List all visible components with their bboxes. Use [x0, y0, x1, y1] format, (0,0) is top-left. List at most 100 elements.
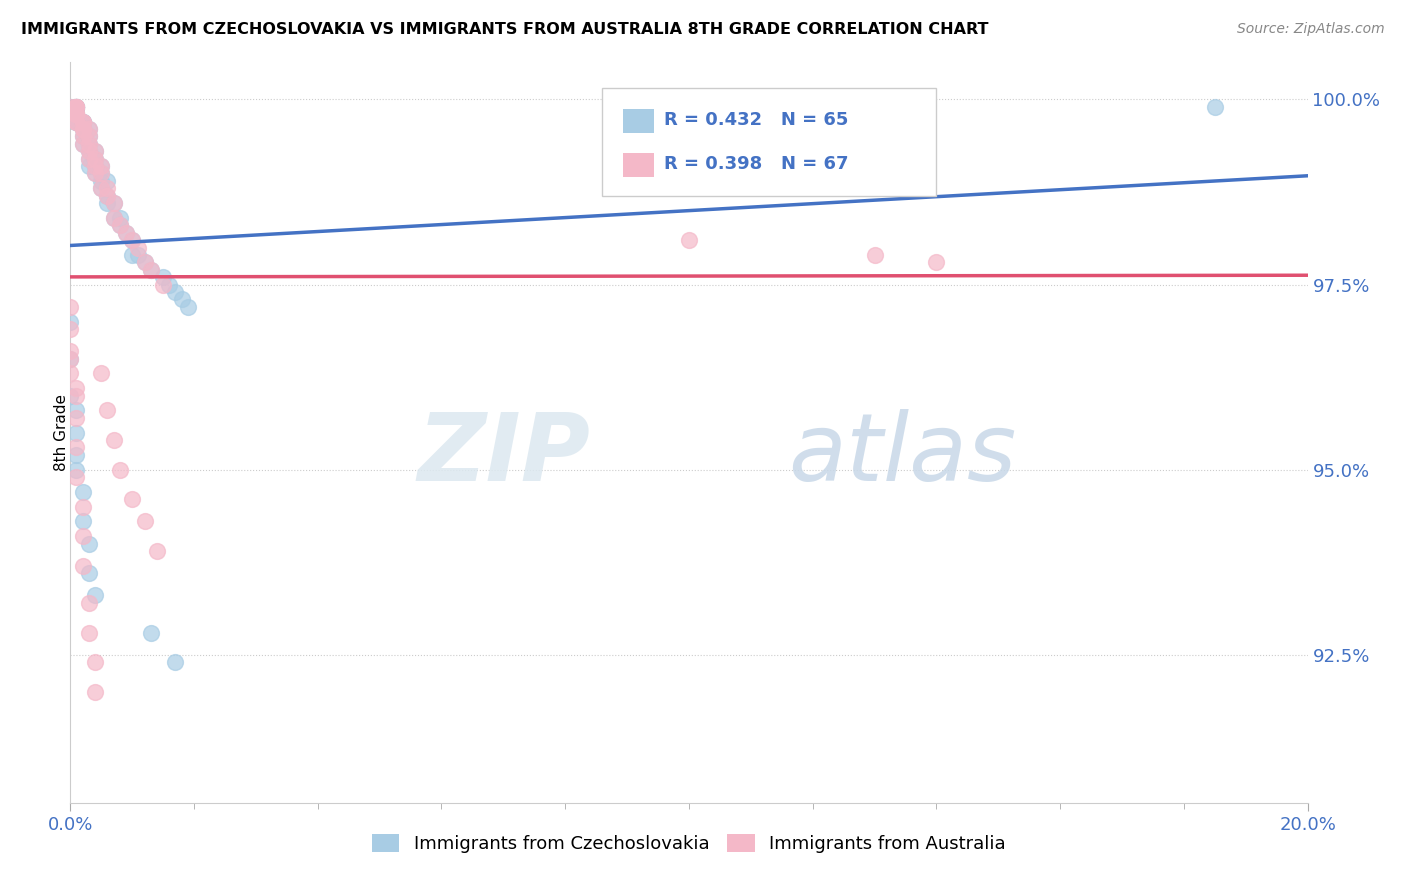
- Point: [72, 515, 94, 529]
- Point: [121, 233, 143, 247]
- Point: [90, 166, 112, 180]
- Point: [121, 233, 143, 247]
- Point: [65, 100, 87, 114]
- Point: [65, 381, 87, 395]
- Point: [90, 181, 112, 195]
- Point: [72, 129, 94, 144]
- Point: [96, 403, 118, 417]
- Point: [108, 219, 131, 233]
- Point: [65, 114, 87, 128]
- Point: [65, 388, 87, 402]
- Point: [65, 107, 87, 121]
- Point: [84, 152, 107, 166]
- Point: [65, 100, 87, 114]
- Point: [157, 277, 180, 292]
- Point: [84, 145, 107, 159]
- Point: [108, 219, 131, 233]
- Point: [59, 300, 82, 314]
- Point: [59, 351, 82, 366]
- Point: [90, 159, 112, 173]
- Point: [84, 152, 107, 166]
- Point: [72, 122, 94, 136]
- Point: [103, 196, 125, 211]
- Point: [84, 166, 107, 180]
- Point: [115, 226, 138, 240]
- Point: [72, 500, 94, 514]
- Point: [77, 145, 100, 159]
- Point: [84, 655, 107, 669]
- Point: [72, 136, 94, 151]
- Point: [77, 129, 100, 144]
- Point: [65, 448, 87, 462]
- Point: [152, 277, 174, 292]
- Point: [65, 462, 87, 476]
- Point: [65, 100, 87, 114]
- Point: [108, 211, 131, 225]
- Point: [77, 129, 100, 144]
- Point: [103, 433, 125, 447]
- Point: [77, 122, 100, 136]
- Text: R = 0.432   N = 65: R = 0.432 N = 65: [664, 111, 849, 129]
- FancyBboxPatch shape: [602, 88, 936, 195]
- Point: [77, 159, 100, 173]
- Point: [165, 285, 187, 299]
- Point: [77, 152, 100, 166]
- Point: [65, 100, 87, 114]
- Point: [65, 100, 87, 114]
- Point: [65, 107, 87, 121]
- Point: [72, 129, 94, 144]
- Point: [65, 107, 87, 121]
- Point: [77, 152, 100, 166]
- Text: atlas: atlas: [787, 409, 1017, 500]
- Point: [121, 248, 143, 262]
- Text: ZIP: ZIP: [418, 409, 591, 500]
- Point: [121, 492, 143, 507]
- Point: [72, 114, 94, 128]
- Point: [72, 114, 94, 128]
- Point: [65, 470, 87, 484]
- Point: [65, 441, 87, 455]
- Point: [65, 114, 87, 128]
- Point: [134, 255, 156, 269]
- Point: [65, 100, 87, 114]
- Point: [65, 114, 87, 128]
- Point: [146, 544, 169, 558]
- Point: [84, 159, 107, 173]
- Point: [72, 114, 94, 128]
- Point: [90, 159, 112, 173]
- Point: [65, 100, 87, 114]
- Point: [678, 233, 700, 247]
- Point: [72, 529, 94, 543]
- Point: [90, 166, 112, 180]
- Point: [72, 122, 94, 136]
- Point: [127, 248, 149, 262]
- Point: [96, 181, 118, 195]
- Point: [90, 367, 112, 381]
- Point: [65, 107, 87, 121]
- Point: [65, 114, 87, 128]
- Point: [72, 558, 94, 573]
- Point: [177, 300, 200, 314]
- Point: [84, 589, 107, 603]
- Point: [65, 114, 87, 128]
- Point: [103, 211, 125, 225]
- Point: [139, 262, 162, 277]
- Point: [65, 425, 87, 440]
- Point: [152, 270, 174, 285]
- Point: [59, 344, 82, 359]
- Point: [84, 166, 107, 180]
- Point: [77, 596, 100, 610]
- Bar: [623, 109, 654, 134]
- Point: [139, 262, 162, 277]
- Point: [84, 159, 107, 173]
- Point: [59, 367, 82, 381]
- Point: [72, 114, 94, 128]
- Point: [72, 114, 94, 128]
- Point: [72, 484, 94, 499]
- Point: [103, 211, 125, 225]
- Point: [77, 136, 100, 151]
- Point: [59, 314, 82, 328]
- Y-axis label: 8th Grade: 8th Grade: [55, 394, 69, 471]
- Point: [77, 536, 100, 550]
- Point: [77, 145, 100, 159]
